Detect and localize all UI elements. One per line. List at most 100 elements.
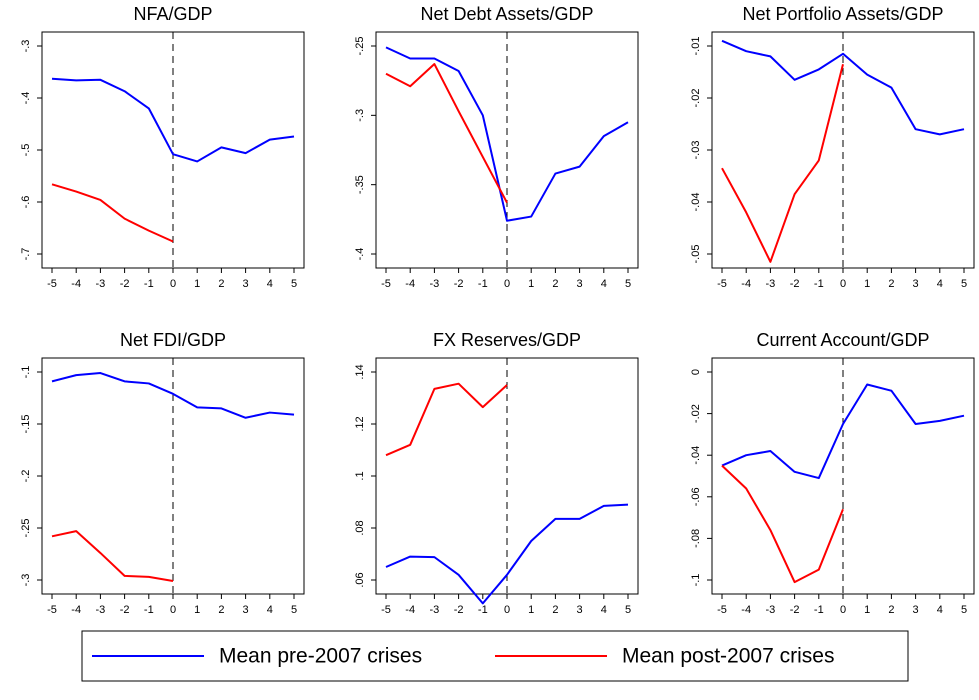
x-tick-label: 1	[864, 278, 870, 290]
x-tick-label: 0	[170, 278, 176, 290]
x-tick-label: -5	[47, 278, 57, 290]
x-tick-label: -1	[478, 278, 488, 290]
x-tick-label: 0	[840, 604, 846, 616]
y-tick-label: -.2	[20, 470, 32, 483]
y-tick-label: -.06	[690, 487, 702, 506]
series-line	[51, 77, 295, 163]
x-tick-label: 4	[937, 604, 943, 616]
x-tick-label: 5	[961, 604, 967, 616]
series-line	[385, 63, 508, 204]
x-tick-label: -2	[790, 278, 800, 290]
x-tick-label: -5	[381, 278, 391, 290]
x-tick-label: -1	[814, 278, 824, 290]
series-line	[721, 383, 965, 480]
y-tick-label: -.25	[354, 37, 366, 56]
y-tick-label: -.6	[20, 196, 32, 209]
x-tick-label: -5	[381, 604, 391, 616]
x-tick-label: -2	[790, 604, 800, 616]
x-tick-label: -2	[120, 604, 130, 616]
series-line	[385, 46, 629, 222]
x-tick-label: 1	[194, 604, 200, 616]
x-tick-label: 1	[194, 278, 200, 290]
series-line	[51, 372, 295, 419]
x-tick-label: 5	[625, 604, 631, 616]
y-tick-label: -.04	[690, 193, 702, 212]
x-tick-label: 3	[243, 278, 249, 290]
y-tick-label: -.02	[690, 89, 702, 108]
x-tick-label: -1	[144, 604, 154, 616]
x-tick-label: 3	[243, 604, 249, 616]
x-tick-label: -4	[405, 278, 415, 290]
x-tick-label: 3	[913, 278, 919, 290]
x-tick-label: -3	[766, 278, 776, 290]
x-tick-label: -4	[71, 604, 81, 616]
legend-label: Mean pre-2007 crises	[219, 645, 422, 668]
x-tick-label: -4	[405, 604, 415, 616]
x-tick-label: -5	[47, 604, 57, 616]
x-tick-label: 4	[601, 604, 607, 616]
y-tick-label: .06	[354, 572, 366, 587]
x-tick-label: -4	[71, 278, 81, 290]
y-tick-label: -.7	[20, 248, 32, 261]
y-tick-label: -.25	[20, 519, 32, 538]
x-tick-label: -1	[478, 604, 488, 616]
panel-title: NFA/GDP	[133, 4, 212, 24]
x-tick-label: -3	[96, 604, 106, 616]
series-line	[721, 464, 844, 584]
x-tick-label: 3	[577, 278, 583, 290]
x-tick-label: 5	[961, 278, 967, 290]
x-tick-label: 0	[170, 604, 176, 616]
x-tick-label: 0	[504, 278, 510, 290]
x-tick-label: -2	[120, 278, 130, 290]
series-line	[721, 39, 965, 136]
series-line	[385, 382, 508, 457]
x-tick-label: 4	[267, 278, 273, 290]
series-line	[721, 63, 844, 263]
x-tick-label: 1	[528, 278, 534, 290]
x-tick-label: 2	[888, 604, 894, 616]
x-tick-label: 4	[937, 278, 943, 290]
x-tick-label: 2	[218, 278, 224, 290]
series-line	[385, 503, 629, 605]
x-tick-label: 3	[577, 604, 583, 616]
x-tick-label: 3	[913, 604, 919, 616]
y-tick-label: -.01	[690, 37, 702, 56]
y-tick-label: -.08	[690, 529, 702, 548]
y-tick-label: -.05	[690, 245, 702, 264]
y-tick-label: -.3	[20, 574, 32, 587]
plot-frame	[711, 357, 975, 595]
x-tick-label: 5	[625, 278, 631, 290]
x-tick-label: 4	[601, 278, 607, 290]
y-tick-label: -.02	[690, 404, 702, 423]
x-tick-label: -4	[741, 278, 751, 290]
x-tick-label: -3	[430, 604, 440, 616]
y-tick-label: -.04	[690, 446, 702, 465]
y-tick-label: -.15	[20, 415, 32, 434]
x-tick-label: -3	[96, 278, 106, 290]
x-tick-label: -2	[454, 278, 464, 290]
y-tick-label: -.4	[354, 248, 366, 261]
panel-title: Net FDI/GDP	[120, 330, 226, 350]
x-tick-label: -1	[144, 278, 154, 290]
panel-title: FX Reserves/GDP	[433, 330, 581, 350]
x-tick-label: -5	[717, 278, 727, 290]
plot-frame	[375, 357, 639, 595]
plot-frame	[41, 31, 305, 269]
y-tick-label: -.5	[20, 144, 32, 157]
legend-label: Mean post-2007 crises	[622, 645, 834, 668]
y-tick-label: .1	[354, 471, 366, 480]
plot-frame	[375, 31, 639, 269]
x-tick-label: -1	[814, 604, 824, 616]
panel-title: Net Debt Assets/GDP	[420, 4, 593, 24]
panel-title: Current Account/GDP	[756, 330, 929, 350]
y-tick-label: -.35	[354, 175, 366, 194]
x-tick-label: 2	[552, 278, 558, 290]
x-tick-label: 2	[218, 604, 224, 616]
x-tick-label: -5	[717, 604, 727, 616]
x-tick-label: 1	[864, 604, 870, 616]
y-tick-label: -.3	[20, 40, 32, 53]
x-tick-label: 4	[267, 604, 273, 616]
y-tick-label: -.1	[690, 574, 702, 587]
x-tick-label: -2	[454, 604, 464, 616]
